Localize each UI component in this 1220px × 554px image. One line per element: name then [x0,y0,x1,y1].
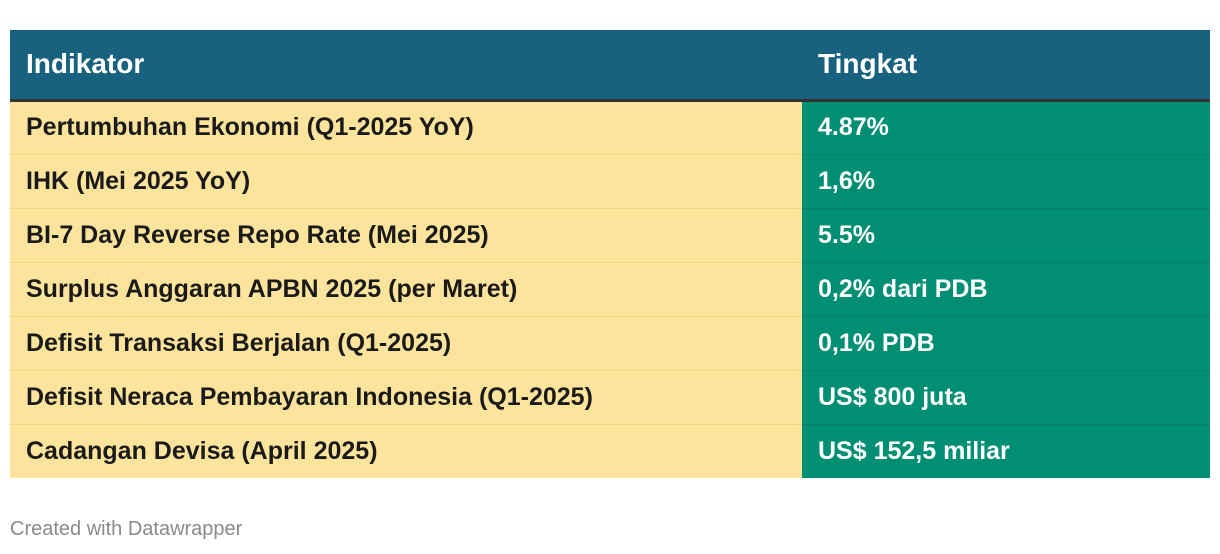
value-cell: 1,6% [802,154,1210,209]
datawrapper-credit[interactable]: Created with Datawrapper [10,518,243,540]
indicator-cell: Surplus Anggaran APBN 2025 (per Maret) [10,262,802,317]
indicator-cell: Defisit Transaksi Berjalan (Q1-2025) [10,316,802,371]
value-cell: US$ 800 juta [802,370,1210,425]
column-header-indikator[interactable]: Indikator [10,30,802,102]
table-row: Defisit Neraca Pembayaran Indonesia (Q1-… [10,370,1210,425]
table-row: Defisit Transaksi Berjalan (Q1-2025) 0,1… [10,316,1210,371]
table-row: BI-7 Day Reverse Repo Rate (Mei 2025) 5.… [10,208,1210,263]
value-cell: 0,2% dari PDB [802,262,1210,317]
value-cell: 5.5% [802,208,1210,263]
table-row: Pertumbuhan Ekonomi (Q1-2025 YoY) 4.87% [10,100,1210,155]
value-cell: US$ 152,5 miliar [802,424,1210,478]
indicator-cell: Defisit Neraca Pembayaran Indonesia (Q1-… [10,370,802,425]
indicator-cell: Pertumbuhan Ekonomi (Q1-2025 YoY) [10,100,802,155]
table-row: Cadangan Devisa (April 2025) US$ 152,5 m… [10,424,1210,478]
indicator-cell: BI-7 Day Reverse Repo Rate (Mei 2025) [10,208,802,263]
value-cell: 0,1% PDB [802,316,1210,371]
indicator-table: Indikator Tingkat Pertumbuhan Ekonomi (Q… [10,30,1210,478]
data-table-container: Indikator Tingkat Pertumbuhan Ekonomi (Q… [10,30,1210,478]
table-header-row: Indikator Tingkat [10,30,1210,102]
table-row: Surplus Anggaran APBN 2025 (per Maret) 0… [10,262,1210,317]
column-header-tingkat[interactable]: Tingkat [802,30,1210,102]
table-row: IHK (Mei 2025 YoY) 1,6% [10,154,1210,209]
value-cell: 4.87% [802,100,1210,155]
indicator-cell: IHK (Mei 2025 YoY) [10,154,802,209]
indicator-cell: Cadangan Devisa (April 2025) [10,424,802,478]
